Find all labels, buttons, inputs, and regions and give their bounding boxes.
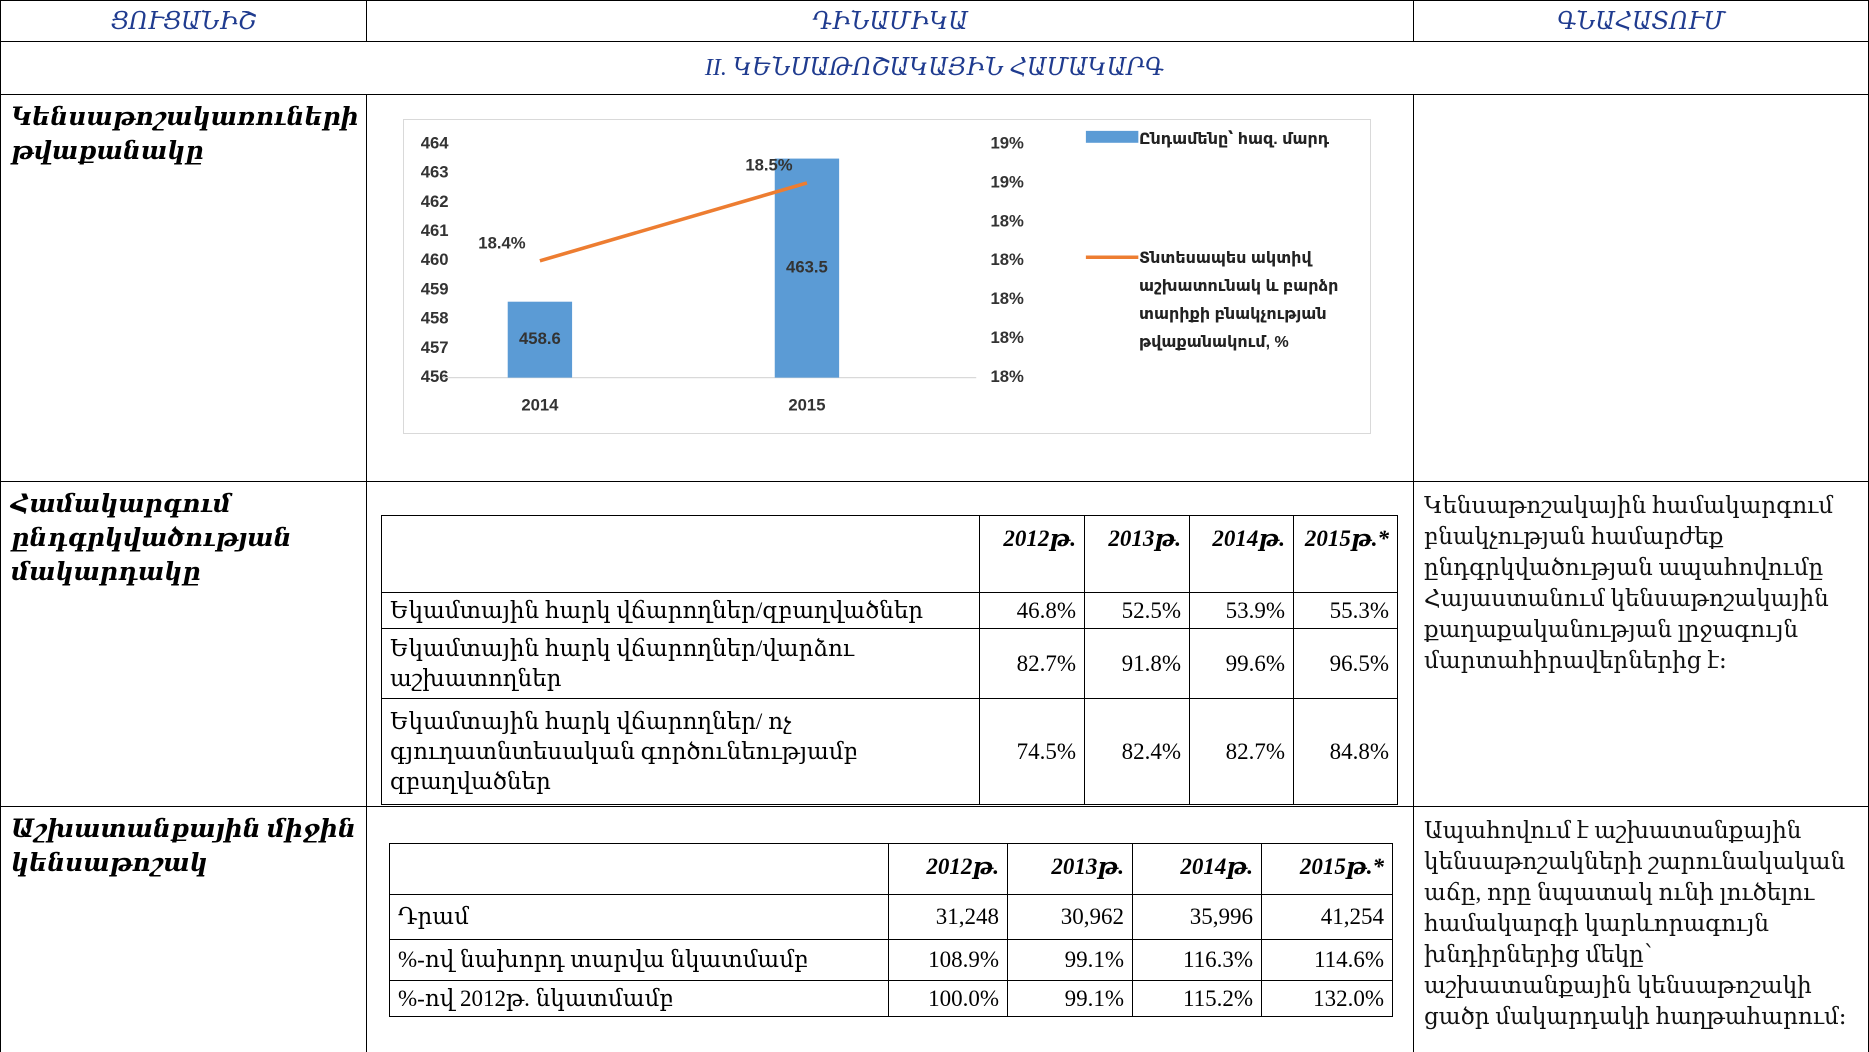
header-cell: ԴԻՆԱՄԻԿԱ bbox=[367, 0, 1414, 42]
y-tick-label: 463 bbox=[421, 163, 449, 182]
chart: 456 457 458 459 460 461 462 463 464 18% 18% 18% 18% 1… bbox=[403, 119, 1371, 434]
value-cell: 84.8% bbox=[1293, 698, 1398, 805]
x-tick-label: 2015 bbox=[788, 396, 825, 415]
bar-value-label: 463.5 bbox=[786, 258, 828, 277]
column-header: 2015թ.* bbox=[1293, 515, 1398, 593]
row-header: Եկամտային հարկ վճարողներ/զբաղվածներ bbox=[381, 592, 980, 629]
y-tick-label: 456 bbox=[421, 367, 449, 386]
y-tick-label: 462 bbox=[421, 192, 449, 211]
y-tick-label: 459 bbox=[421, 279, 449, 298]
legend-label: Ընդամենը՝ հազ. մարդ bbox=[1139, 131, 1330, 148]
value-cell: 108.9% bbox=[888, 939, 1008, 981]
legend-label: Տնտեսապես ակտիվ աշխատունակ և բարձր տարիք… bbox=[1139, 250, 1339, 351]
line bbox=[539, 181, 808, 263]
row-header: Եկամտային հարկ վճարողներ/վարձու աշխատողն… bbox=[381, 628, 980, 699]
value-cell: 82.4% bbox=[1084, 698, 1190, 805]
column-header: 2014թ. bbox=[1132, 843, 1262, 895]
line-value-label: 18.4% bbox=[478, 234, 525, 253]
value-cell: 99.1% bbox=[1007, 939, 1133, 981]
row-label: Աշխատանքային միջին կենսաթոշակ bbox=[0, 807, 367, 1052]
y-tick-label: 461 bbox=[421, 221, 449, 240]
assessment-cell bbox=[1414, 95, 1869, 482]
value-cell: 53.9% bbox=[1189, 592, 1294, 629]
value-cell: 74.5% bbox=[979, 698, 1085, 805]
bar bbox=[507, 301, 573, 378]
line-value-label: 18.5% bbox=[745, 156, 792, 175]
y-tick-label: 457 bbox=[421, 338, 449, 357]
value-cell: 82.7% bbox=[979, 628, 1085, 699]
value-cell: 115.2% bbox=[1132, 980, 1262, 1017]
value-cell: 91.8% bbox=[1084, 628, 1190, 699]
assessment: Ապահովում է աշխատանքային կենսաթոշակների … bbox=[1414, 807, 1869, 1052]
data-table: 2012թ. 2013թ. 2014թ. 2015թ.* Դրամ 31,248 30,96… bbox=[389, 843, 1393, 1017]
y2-tick-label: 18% bbox=[991, 367, 1025, 386]
header-cell bbox=[389, 843, 889, 895]
value-cell: 114.6% bbox=[1261, 939, 1393, 981]
value-cell: 30,962 bbox=[1007, 894, 1133, 940]
row-header: Եկամտային հարկ վճարողներ/ ոչ գյուղատնտես… bbox=[381, 698, 980, 805]
header-cell: ՑՈՒՑԱՆԻՇ bbox=[0, 0, 367, 42]
section-title: II. ԿԵՆՍԱԹՈՇԱԿԱՅԻՆ ՀԱՄԱԿԱՐԳ bbox=[0, 42, 1869, 95]
y2-tick-label: 18% bbox=[991, 328, 1025, 347]
value-cell: 31,248 bbox=[888, 894, 1008, 940]
value-cell: 41,254 bbox=[1261, 894, 1393, 940]
value-cell: 99.6% bbox=[1189, 628, 1294, 699]
y-tick-label: 460 bbox=[421, 250, 449, 269]
value-cell: 35,996 bbox=[1132, 894, 1262, 940]
y2-tick-label: 18% bbox=[991, 250, 1025, 269]
value-cell: 132.0% bbox=[1261, 980, 1393, 1017]
column-header: 2013թ. bbox=[1084, 515, 1190, 593]
column-header: 2013թ. bbox=[1007, 843, 1133, 895]
column-header: 2012թ. bbox=[888, 843, 1008, 895]
value-cell: 46.8% bbox=[979, 592, 1085, 629]
y2-tick-label: 19% bbox=[991, 172, 1025, 191]
y-tick-label: 464 bbox=[421, 133, 450, 152]
table-cell: 2012թ. 2013թ. 2014թ. 2015թ.* Եկամտային հարկ … bbox=[367, 482, 1414, 807]
row-label: Կենսաթոշակառուների թվաքանակը bbox=[0, 95, 367, 482]
bar-value-label: 458.6 bbox=[519, 329, 561, 348]
y2-tick-label: 18% bbox=[991, 211, 1025, 230]
value-cell: 96.5% bbox=[1293, 628, 1398, 699]
table-cell: 2012թ. 2013թ. 2014թ. 2015թ.* Դրամ 31,248 30,96… bbox=[367, 807, 1414, 1052]
y2-tick-label: 19% bbox=[991, 133, 1025, 152]
chart-svg: 456 457 458 459 460 461 462 463 464 18% 18% 18% 18% 1… bbox=[421, 130, 1139, 415]
legend-swatch bbox=[1085, 130, 1139, 143]
row-label: Համակարգում ընդգրկվածության մակարդակը bbox=[0, 482, 367, 807]
row-header: %-ով նախորդ տարվա նկատմամբ bbox=[389, 939, 889, 981]
row-header: Դրամ bbox=[389, 894, 889, 940]
value-cell: 99.1% bbox=[1007, 980, 1133, 1017]
assessment: Կենսաթոշակային համակարգում բնակչության հ… bbox=[1414, 482, 1869, 807]
value-cell: 82.7% bbox=[1189, 698, 1294, 805]
value-cell: 55.3% bbox=[1293, 592, 1398, 629]
y-tick-label: 458 bbox=[421, 309, 449, 328]
x-tick-label: 2014 bbox=[521, 396, 559, 415]
bar bbox=[774, 158, 840, 378]
row-header: %-ով 2012թ. նկատմամբ bbox=[389, 980, 889, 1017]
value-cell: 100.0% bbox=[888, 980, 1008, 1017]
header-cell bbox=[381, 515, 980, 593]
value-cell: 116.3% bbox=[1132, 939, 1262, 981]
header-cell: ԳՆԱՀԱՏՈՒՄ bbox=[1414, 0, 1869, 42]
column-header: 2015թ.* bbox=[1261, 843, 1393, 895]
column-header: 2014թ. bbox=[1189, 515, 1294, 593]
column-header: 2012թ. bbox=[979, 515, 1085, 593]
value-cell: 52.5% bbox=[1084, 592, 1190, 629]
y2-tick-label: 18% bbox=[991, 289, 1025, 308]
chart-cell: 456 457 458 459 460 461 462 463 464 18% 18% 18% 18% 1… bbox=[367, 95, 1414, 482]
data-table: 2012թ. 2013թ. 2014թ. 2015թ.* Եկամտային հարկ … bbox=[381, 515, 1398, 805]
